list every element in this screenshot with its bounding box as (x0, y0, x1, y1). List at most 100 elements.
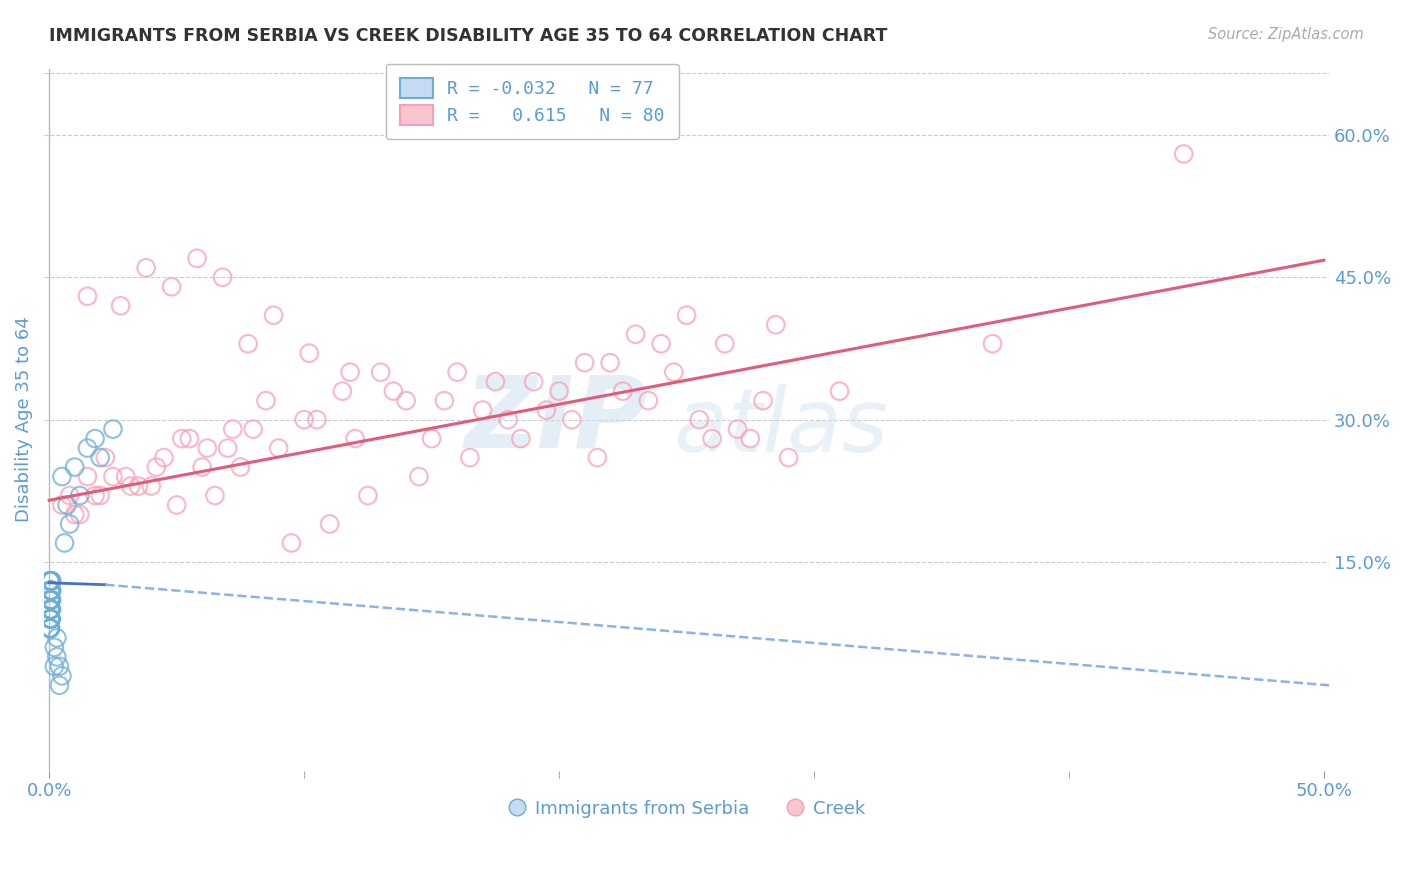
Point (39, 574, 62, 588)
Point (39, 621, 62, 635)
Point (574, 356, 596, 370)
Point (39, 593, 62, 607)
Point (76, 441, 98, 455)
Point (39, 602, 62, 616)
Point (39, 583, 62, 598)
Text: Source: ZipAtlas.com: Source: ZipAtlas.com (1208, 27, 1364, 42)
Point (127, 479, 149, 493)
Point (446, 365, 468, 379)
Text: atlas: atlas (673, 384, 889, 469)
Point (135, 260, 157, 275)
Point (89, 450, 111, 465)
Point (471, 403, 494, 417)
Point (242, 422, 264, 436)
Point (56, 498, 79, 512)
Point (63, 508, 86, 522)
Point (179, 432, 201, 446)
Point (39, 583, 62, 598)
Point (39, 593, 62, 607)
Point (41, 583, 63, 598)
Point (141, 479, 163, 493)
Point (69, 489, 91, 503)
Point (586, 450, 609, 465)
Point (39, 583, 62, 598)
Point (39, 574, 62, 588)
Point (548, 384, 571, 398)
Point (263, 308, 285, 322)
Point (280, 536, 302, 550)
Point (39, 602, 62, 616)
Point (39, 621, 62, 635)
Point (509, 432, 531, 446)
Point (267, 441, 290, 455)
Point (599, 356, 621, 370)
Point (39, 612, 62, 626)
Point (63, 460, 86, 475)
Point (662, 365, 685, 379)
Point (332, 384, 354, 398)
Point (39, 583, 62, 598)
Point (39, 583, 62, 598)
Point (39, 593, 62, 607)
Point (420, 432, 443, 446)
Point (637, 393, 659, 408)
Point (357, 489, 380, 503)
Point (39, 612, 62, 626)
Point (650, 336, 672, 351)
Point (51, 469, 73, 483)
Point (700, 432, 723, 446)
Point (44, 659, 66, 673)
Point (39, 612, 62, 626)
Point (59, 516, 82, 531)
Point (408, 469, 430, 483)
Point (229, 460, 252, 475)
Point (778, 450, 800, 465)
Point (39, 574, 62, 588)
Point (120, 479, 142, 493)
Point (53, 536, 76, 550)
Point (39, 602, 62, 616)
Point (76, 289, 98, 303)
Point (39, 583, 62, 598)
Point (339, 365, 361, 379)
Point (39, 621, 62, 635)
Point (236, 336, 259, 351)
Point (45, 649, 67, 664)
Point (39, 612, 62, 626)
Point (39, 602, 62, 616)
Point (48, 678, 70, 692)
Point (254, 393, 277, 408)
Point (41, 593, 63, 607)
Point (39, 574, 62, 588)
Point (44, 640, 66, 655)
Point (39, 583, 62, 598)
Point (688, 412, 710, 426)
Point (41, 602, 63, 616)
Point (94, 450, 117, 465)
Point (89, 489, 111, 503)
Point (714, 336, 737, 351)
Point (160, 279, 183, 293)
Point (39, 602, 62, 616)
Point (166, 498, 188, 512)
Point (39, 583, 62, 598)
Point (110, 299, 132, 313)
Point (458, 450, 481, 465)
Point (153, 450, 176, 465)
Point (101, 469, 124, 483)
Point (395, 393, 418, 408)
Point (433, 393, 456, 408)
Point (39, 574, 62, 588)
Point (39, 612, 62, 626)
Point (305, 412, 328, 426)
Point (39, 574, 62, 588)
Point (51, 669, 73, 683)
Point (39, 583, 62, 598)
Point (114, 469, 136, 483)
Point (39, 621, 62, 635)
Point (204, 489, 226, 503)
Point (76, 469, 98, 483)
Point (39, 621, 62, 635)
Point (211, 270, 233, 285)
Point (39, 612, 62, 626)
